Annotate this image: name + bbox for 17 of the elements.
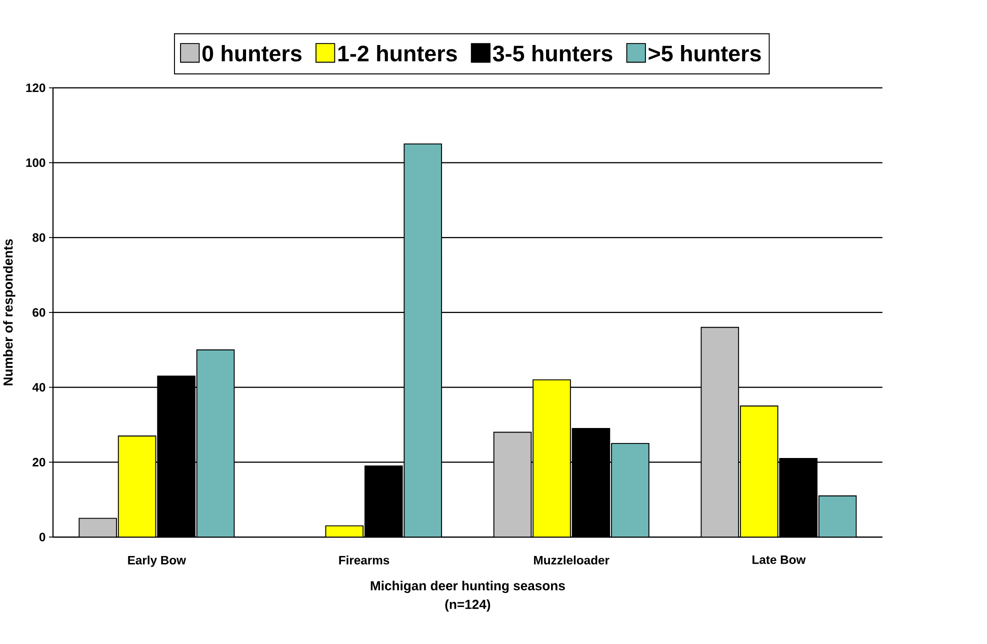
x-axis-title: Michigan deer hunting seasons (n=124)	[370, 580, 565, 612]
x-tick-label: Late Bow	[752, 556, 806, 564]
x-tick-label: Firearms	[339, 556, 390, 565]
legend-label: >5 hunters	[648, 45, 761, 62]
y-tick-label: 20	[32, 458, 46, 467]
x-tick-label: Early Bow	[128, 556, 186, 568]
y-tick-label: 0	[39, 532, 46, 542]
y-tick-label: 100	[26, 158, 46, 168]
y-tick-label: 40	[32, 383, 46, 392]
legend-label: 1-2 hunters	[338, 45, 457, 62]
y-tick-label: 80	[32, 233, 46, 242]
y-axis-title: Number of respondents	[3, 239, 16, 386]
x-tick-label: Muzzleloader	[534, 556, 610, 565]
y-tick-label: 60	[32, 308, 46, 317]
y-tick-label: 120	[26, 84, 46, 92]
legend-label: 0 hunters	[202, 45, 302, 62]
legend-label: 3-5 hunters	[492, 45, 612, 62]
